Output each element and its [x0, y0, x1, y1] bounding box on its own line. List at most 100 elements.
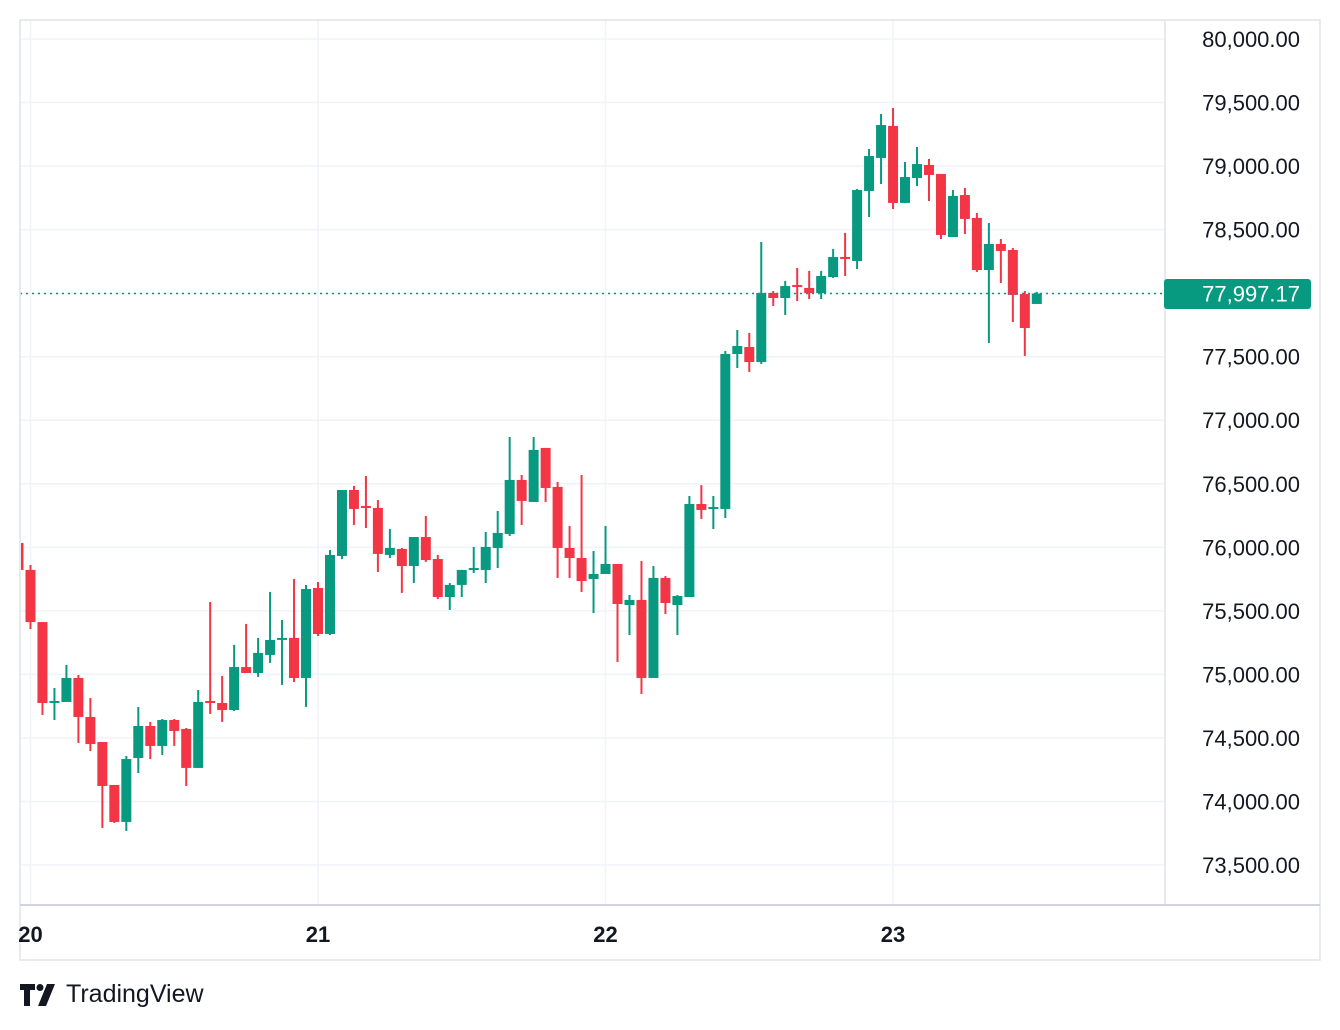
candle-body: [348, 490, 359, 509]
candle-down: [21, 542, 24, 570]
candle-down: [1007, 248, 1018, 323]
price-tick-label: 80,000.00: [1202, 27, 1300, 52]
date-tick-label: 23: [881, 922, 905, 947]
price-tick-label: 75,000.00: [1202, 662, 1300, 687]
candle-body: [61, 677, 72, 702]
candle-body: [336, 490, 347, 556]
candle-up: [912, 147, 922, 187]
candle-down: [516, 475, 527, 525]
candle-body: [289, 637, 300, 678]
candle-down: [313, 582, 323, 637]
candle-up: [253, 637, 264, 677]
candle-up: [504, 437, 515, 537]
candle-body: [756, 293, 767, 363]
candle-down: [289, 578, 300, 683]
candle-body: [1007, 249, 1018, 295]
candle-up: [408, 537, 419, 584]
candle-down: [25, 564, 36, 630]
candle-body: [480, 546, 491, 570]
candle-body: [947, 195, 958, 237]
candle-wick: [700, 485, 703, 519]
candle-down: [73, 675, 84, 744]
candle-body: [888, 125, 899, 203]
candle-wick: [796, 267, 799, 302]
candle-body: [265, 639, 276, 655]
candle-up: [672, 594, 683, 636]
candle-up: [947, 189, 958, 237]
candle-body: [157, 720, 168, 746]
candle-down: [241, 623, 252, 674]
candle-body: [1031, 293, 1042, 304]
candle-down: [923, 158, 934, 202]
candle-wick: [604, 525, 607, 575]
candle-body: [540, 447, 551, 488]
date-tick-label: 22: [593, 922, 617, 947]
candle-body: [444, 584, 455, 598]
candle-body: [864, 156, 875, 191]
candle-body: [684, 503, 695, 598]
candle-down: [971, 212, 982, 272]
candle-body: [360, 506, 371, 509]
candle-wick: [628, 594, 631, 636]
tradingview-logo[interactable]: TradingView: [20, 980, 204, 1009]
candle-down: [995, 239, 1006, 283]
candle-body: [516, 479, 527, 501]
candle-body: [804, 287, 815, 294]
candle-body: [396, 548, 407, 567]
candle-down: [37, 622, 48, 715]
candle-up: [900, 162, 911, 203]
candle-up: [828, 248, 839, 279]
candle-body: [468, 568, 479, 571]
candle-body: [672, 595, 683, 606]
candle-down: [181, 728, 192, 786]
price-tick-label: 73,500.00: [1202, 853, 1300, 878]
candle-up: [133, 706, 144, 774]
candle-body: [133, 725, 144, 759]
candle-body: [253, 652, 264, 674]
price-tick-label: 75,500.00: [1202, 599, 1300, 624]
candle-up: [876, 113, 887, 184]
candle-body: [935, 173, 946, 235]
candle-up: [384, 529, 395, 558]
candle-body: [432, 559, 443, 598]
candle-body: [492, 532, 503, 548]
candle-up: [708, 495, 719, 530]
candle-body: [923, 164, 934, 175]
candle-wick: [472, 546, 475, 573]
candle-up: [1031, 291, 1042, 304]
candle-body: [313, 587, 323, 634]
candle-body: [576, 557, 587, 581]
candle-body: [420, 537, 431, 561]
candle-body: [900, 177, 911, 203]
candle-body: [408, 537, 419, 567]
candle-down: [205, 601, 216, 714]
candle-wick: [293, 578, 296, 683]
price-tick-label: 76,500.00: [1202, 472, 1300, 497]
candle-up: [600, 525, 611, 575]
candle-body: [277, 637, 288, 640]
candle-body: [768, 293, 779, 298]
date-tick-label: 21: [306, 922, 330, 947]
candle-up: [624, 594, 635, 636]
candle-wick: [999, 239, 1002, 283]
date-tick-label: 20: [18, 922, 42, 947]
candle-body: [229, 667, 240, 710]
candle-down: [888, 108, 899, 210]
candle-up: [456, 569, 467, 598]
candle-body: [708, 507, 719, 510]
candle-body: [25, 569, 36, 623]
candle-down: [564, 525, 575, 578]
candle-wick: [173, 719, 176, 746]
candle-body: [720, 354, 731, 509]
candle-down: [145, 721, 156, 760]
candle-body: [49, 700, 60, 703]
candle-body: [181, 728, 192, 768]
candle-up: [588, 551, 599, 614]
candle-up: [492, 510, 503, 569]
chart-border: [19, 19, 1321, 961]
candle-down: [97, 742, 108, 829]
candle-body: [971, 217, 982, 271]
candle-up: [61, 664, 72, 702]
candle-wick: [844, 232, 847, 277]
